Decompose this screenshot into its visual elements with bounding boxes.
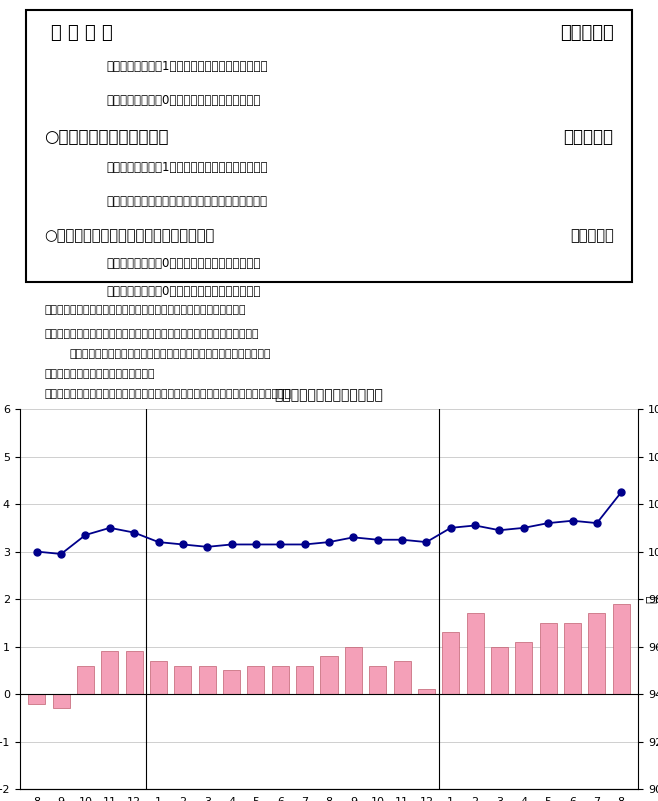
Text: ○生鮮食品を除く総合指数: ○生鮮食品を除く総合指数 <box>45 127 169 146</box>
Bar <box>247 666 265 694</box>
Bar <box>101 651 118 694</box>
Bar <box>199 666 216 694</box>
Bar <box>77 666 94 694</box>
Text: 公表された指数値を用いて計算した値とは一致しない場合がある。: 公表された指数値を用いて計算した値とは一致しない場合がある。 <box>69 349 270 359</box>
Text: 総 合 指 数: 総 合 指 数 <box>51 24 113 42</box>
Text: ○生鮮食品及びエネルギーを除く総合指数: ○生鮮食品及びエネルギーを除く総合指数 <box>45 228 215 244</box>
Bar <box>369 666 386 694</box>
Bar <box>174 666 191 694</box>
Bar <box>515 642 532 694</box>
Text: 前　月　比（＋）0．６％（２か月連続の上昇）: 前 月 比（＋）0．６％（２か月連続の上昇） <box>107 94 261 107</box>
Bar <box>540 623 557 694</box>
Text: 前　月　と　同　水　準　（３か月連続の横ばい）: 前 月 と 同 水 準 （３か月連続の横ばい） <box>107 195 267 208</box>
Bar <box>442 632 459 694</box>
Bar <box>613 604 630 694</box>
Bar <box>418 690 435 694</box>
Text: １０１．７: １０１．７ <box>563 127 613 146</box>
Bar <box>28 694 45 703</box>
Bar <box>296 666 313 694</box>
Bar <box>588 614 605 694</box>
Text: ３）前月比は原数値を掲載している。: ３）前月比は原数値を掲載している。 <box>45 368 155 379</box>
Text: ４）総務省統計局「小売物価統計調査」の調査票情報をもとに作成したものである。: ４）総務省統計局「小売物価統計調査」の調査票情報をもとに作成したものである。 <box>45 388 291 399</box>
Text: 前年同月比（＋）0．５％（９か月連続の上昇）: 前年同月比（＋）0．５％（９か月連続の上昇） <box>107 256 261 270</box>
Bar <box>320 656 338 694</box>
Text: １）指数値は、端数処理後（小数第２位を四捨五入）の数値である。: １）指数値は、端数処理後（小数第２位を四捨五入）の数値である。 <box>45 305 246 316</box>
Y-axis label: 総
合
指
数: 総 合 指 数 <box>645 595 658 603</box>
Bar <box>491 646 508 694</box>
Text: 前　月　比（＋）0．１％（３か月ぶりの上昇）: 前 月 比（＋）0．１％（３か月ぶりの上昇） <box>107 284 261 298</box>
Bar <box>223 670 240 694</box>
Bar <box>272 666 289 694</box>
Bar <box>126 651 143 694</box>
Title: 鳥取市消費者物価指数の推移: 鳥取市消費者物価指数の推移 <box>274 388 384 402</box>
FancyBboxPatch shape <box>26 10 632 282</box>
Bar <box>345 646 362 694</box>
Bar <box>393 661 411 694</box>
Bar <box>150 661 167 694</box>
Text: １０１．３: １０１．３ <box>570 228 613 244</box>
Bar <box>564 623 581 694</box>
Text: 前年同月比（＋）1．２％（２２か月連続の上昇）: 前年同月比（＋）1．２％（２２か月連続の上昇） <box>107 161 268 175</box>
Text: ２）変化率、寄与度は、端数処理前の指数値を用いて計算しているため、: ２）変化率、寄与度は、端数処理前の指数値を用いて計算しているため、 <box>45 329 259 339</box>
Text: 前年同月比（＋）1．９％（２３か月連続の上昇）: 前年同月比（＋）1．９％（２３か月連続の上昇） <box>107 60 268 73</box>
Bar <box>467 614 484 694</box>
Text: １０２．５: １０２．５ <box>560 24 613 42</box>
Bar <box>53 694 70 708</box>
